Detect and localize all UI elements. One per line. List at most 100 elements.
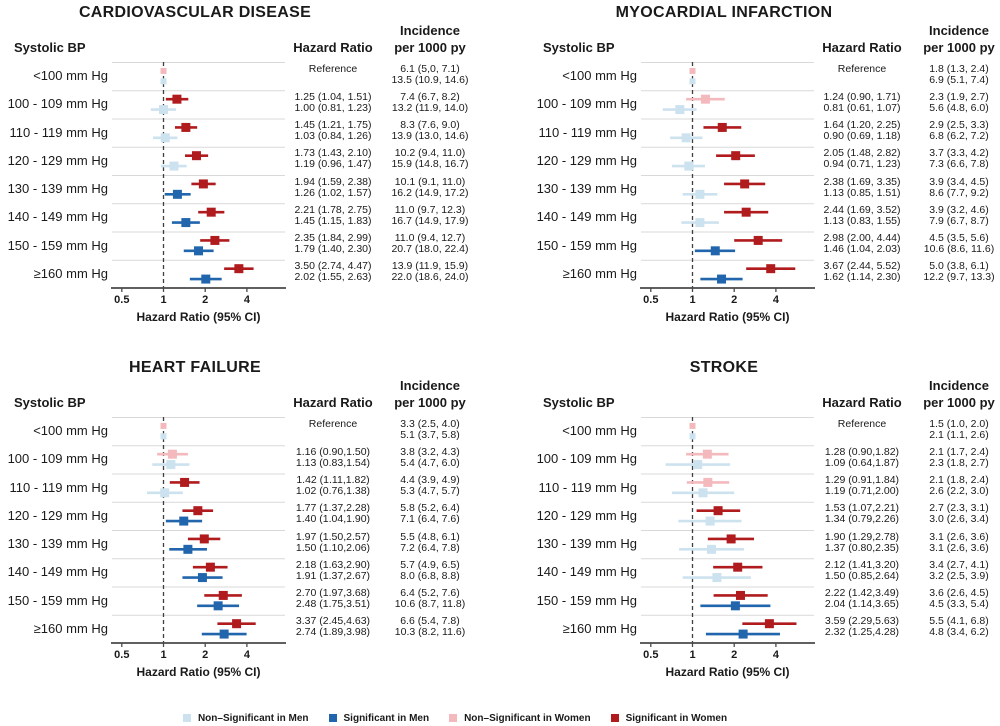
- hr-marker-men: [695, 189, 705, 199]
- hazard-ratio-women: 1.73 (1.43, 2.10): [294, 147, 372, 160]
- x-tick-label: 1: [160, 294, 167, 306]
- hr-marker-men: [706, 544, 716, 554]
- hazard-ratio-women: 3.59 (2.29,5.63): [824, 615, 900, 628]
- hazard-ratio-men: 2.48 (1.75,3.51): [295, 598, 371, 611]
- x-tick-label: 0.5: [643, 294, 659, 306]
- hr-marker-men: [738, 629, 748, 639]
- row-label: 150 - 159 mm Hg: [7, 237, 108, 253]
- hazard-ratio-women: 1.25 (1.04, 1.51): [294, 90, 372, 103]
- hazard-ratio-men: 1.37 (0.80,2.35): [824, 541, 900, 554]
- row-label: 110 - 119 mm Hg: [9, 479, 108, 495]
- hazard-ratio-men: 1.13 (0.85, 1.51): [823, 186, 901, 199]
- x-axis-title: Hazard Ratio (95% CI): [136, 310, 261, 324]
- incidence-men: 5.1 (3.7, 5.8): [400, 428, 460, 441]
- hr-marker-women: [210, 235, 220, 245]
- hr-marker-women: [726, 534, 736, 544]
- hr-marker-men: [194, 246, 204, 256]
- incidence-men: 16.7 (14.9, 17.9): [391, 214, 469, 227]
- incidence-header-line1: Incidence: [929, 378, 989, 393]
- hazard-ratio-header: Hazard Ratio: [822, 395, 902, 410]
- hr-marker-women: [199, 534, 209, 544]
- forest-plot-svg: [111, 417, 286, 647]
- hr-marker-men: [181, 218, 191, 228]
- incidence-women: 3.4 (2.7, 4.1): [929, 558, 989, 571]
- hazard-ratio-men: 1.45 (1.15, 1.83): [294, 214, 372, 227]
- legend-item-nonsig-women: Non–Significant in Women: [449, 712, 591, 724]
- incidence-women: 1.5 (1.0, 2.0): [929, 417, 989, 430]
- hazard-ratio-reference: Reference: [837, 417, 887, 430]
- reference-marker-men: [160, 433, 167, 440]
- x-axis-title: Hazard Ratio (95% CI): [665, 310, 790, 324]
- incidence-men: 4.5 (3.3, 5.4): [929, 598, 989, 611]
- row-label: 150 - 159 mm Hg: [7, 592, 108, 608]
- incidence-men: 13.5 (10.9, 14.6): [391, 73, 469, 86]
- x-tick-label: 2: [731, 294, 738, 306]
- hazard-ratio-women: 2.18 (1.63,2.90): [295, 558, 371, 571]
- incidence-men: 20.7 (18.0, 22.4): [391, 243, 469, 256]
- incidence-women: 4.4 (3.9, 4.9): [400, 474, 460, 487]
- hr-marker-women: [741, 207, 751, 217]
- reference-marker-men: [160, 78, 167, 85]
- hr-marker-women: [717, 122, 727, 132]
- systolic-bp-header: Systolic BP: [14, 395, 86, 410]
- x-axis-title: Hazard Ratio (95% CI): [665, 665, 790, 679]
- incidence-header-line1: Incidence: [400, 378, 460, 393]
- incidence-women: 3.9 (3.4, 4.5): [929, 175, 989, 188]
- row-label: 130 - 139 mm Hg: [7, 181, 108, 197]
- incidence-header-line2: per 1000 py: [923, 40, 995, 55]
- legend-swatch-sig-men: [328, 714, 337, 722]
- incidence-men: 22.0 (18.6, 24.0): [391, 271, 469, 284]
- row-label: 120 - 129 mm Hg: [536, 152, 637, 168]
- incidence-header-line1: Incidence: [929, 23, 989, 38]
- hazard-ratio-men: 1.13 (0.83,1.54): [295, 456, 371, 469]
- x-tick-label: 2: [202, 294, 209, 306]
- hr-marker-women: [180, 477, 190, 487]
- hr-marker-women: [191, 151, 201, 161]
- incidence-men: 15.9 (14.8, 16.7): [391, 158, 469, 171]
- hazard-ratio-women: 1.97 (1.50,2.57): [295, 530, 371, 543]
- row-label: 130 - 139 mm Hg: [536, 181, 637, 197]
- reference-marker-men: [689, 78, 696, 85]
- incidence-women: 5.7 (4.9, 6.5): [400, 558, 460, 571]
- hazard-ratio-women: 3.37 (2.45,4.63): [295, 615, 371, 628]
- legend-label-sig-men: Significant in Men: [343, 712, 430, 724]
- legend-swatch-nonsig-women: [449, 714, 458, 722]
- hr-marker-women: [733, 562, 743, 572]
- legend-label-nonsig-women: Non–Significant in Women: [464, 712, 591, 724]
- hazard-ratio-men: 1.34 (0.79,2.26): [824, 513, 900, 526]
- hazard-ratio-men: 1.50 (1.10,2.06): [295, 541, 371, 554]
- incidence-women: 3.3 (2.5, 4.0): [400, 417, 460, 430]
- incidence-men: 10.6 (8.6, 11.6): [923, 243, 995, 256]
- reference-marker-women: [689, 67, 696, 74]
- row-label: 150 - 159 mm Hg: [536, 237, 637, 253]
- x-axis-title: Hazard Ratio (95% CI): [136, 665, 261, 679]
- row-label: 100 - 109 mm Hg: [7, 451, 108, 467]
- incidence-women: 11.0 (9.4, 12.7): [394, 232, 466, 245]
- incidence-men: 5.6 (4.8, 6.0): [929, 101, 989, 114]
- legend-item-nonsig-men: Non–Significant in Men: [182, 713, 309, 724]
- incidence-header-line2: per 1000 py: [394, 395, 466, 410]
- hazard-ratio-men: 1.79 (1.40, 2.30): [294, 243, 372, 256]
- incidence-women: 5.0 (3.8, 6.1): [929, 260, 989, 273]
- hr-marker-women: [702, 449, 712, 459]
- incidence-women: 5.5 (4.1, 6.8): [929, 615, 989, 628]
- incidence-men: 4.8 (3.4, 6.2): [929, 626, 989, 639]
- x-tick-label: 0.5: [114, 294, 130, 306]
- hr-marker-women: [753, 235, 763, 245]
- hr-marker-women: [193, 506, 203, 516]
- hr-marker-men: [160, 488, 170, 498]
- hazard-ratio-header: Hazard Ratio: [293, 395, 373, 410]
- incidence-women: 3.8 (3.2, 4.3): [400, 445, 460, 458]
- hazard-ratio-header: Hazard Ratio: [822, 40, 902, 55]
- panel-heart-failure: HEART FAILURE Systolic BP Hazard Ratio Inci…: [0, 355, 500, 710]
- incidence-women: 6.1 (5,0, 7.1): [400, 62, 460, 75]
- incidence-men: 6.8 (6.2, 7.2): [929, 130, 989, 143]
- row-label: ≥160 mm Hg: [33, 620, 108, 636]
- incidence-women: 2.9 (2.5, 3.3): [929, 119, 989, 132]
- hazard-ratio-women: 1.77 (1.37,2.28): [295, 502, 371, 515]
- hr-marker-men: [213, 601, 223, 611]
- row-label: 140 - 149 mm Hg: [7, 209, 108, 225]
- row-label: <100 mm Hg: [33, 68, 108, 84]
- hazard-ratio-men: 2.02 (1.55, 2.63): [294, 271, 372, 284]
- reference-marker-women: [160, 67, 167, 74]
